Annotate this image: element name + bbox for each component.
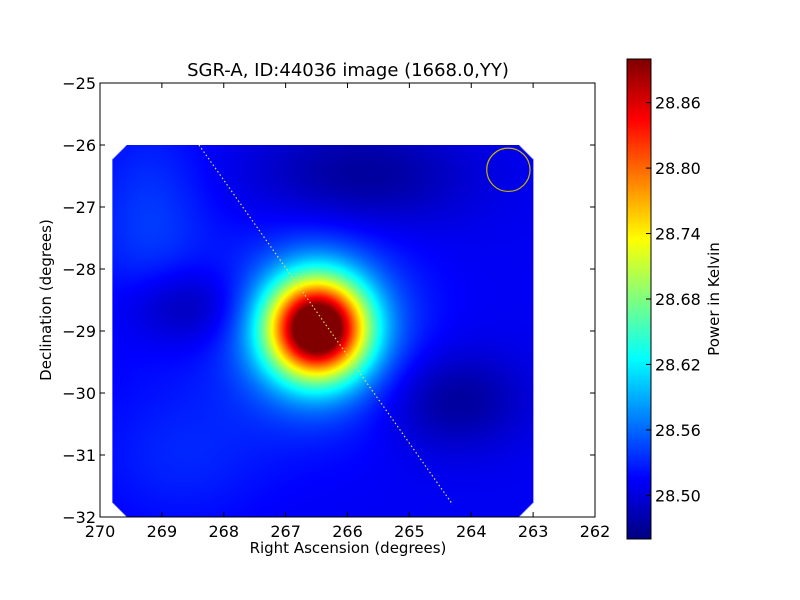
colorbar-tick-label: 28.74 bbox=[655, 225, 701, 244]
y-tick-label: −30 bbox=[62, 384, 96, 403]
colorbar-tick-label: 28.68 bbox=[655, 290, 701, 309]
y-axis-label: Declination (degrees) bbox=[37, 219, 55, 381]
x-tick-label: 262 bbox=[580, 522, 611, 541]
y-tick-label: −27 bbox=[62, 198, 96, 217]
y-tick-label: −25 bbox=[62, 74, 96, 93]
colorbar-tick-label: 28.56 bbox=[655, 421, 701, 440]
colorbar: 28.50 28.56 28.62 28.68 28.74 28.80 28.86 Powe… bbox=[626, 58, 723, 540]
colorbar-tick-label: 28.86 bbox=[655, 94, 701, 113]
colorbar-label: Power in Kelvin bbox=[705, 242, 723, 356]
colorbar-tick-label: 28.62 bbox=[655, 355, 701, 374]
x-tick-label: 265 bbox=[394, 522, 425, 541]
y-tick-label: −28 bbox=[62, 260, 96, 279]
chart-title: SGR-A, ID:44036 image (1668.0,YY) bbox=[187, 60, 509, 81]
x-tick-label: 264 bbox=[456, 522, 487, 541]
x-tick-label: 266 bbox=[332, 522, 363, 541]
y-tick-label: −26 bbox=[62, 136, 96, 155]
plot-area bbox=[99, 82, 596, 518]
y-tick-label: −32 bbox=[62, 508, 96, 527]
x-tick-label: 267 bbox=[270, 522, 301, 541]
colorbar-ticks: 28.50 28.56 28.62 28.68 28.74 28.80 28.86 bbox=[646, 94, 701, 505]
y-tick-label: −29 bbox=[62, 322, 96, 341]
x-axis-label: Right Ascension (degrees) bbox=[250, 539, 447, 557]
heatmap-image bbox=[112, 145, 534, 517]
x-axis: 270 269 268 267 266 265 264 263 262 bbox=[85, 83, 611, 541]
y-axis: −25 −26 −27 −28 −29 −30 −31 −32 bbox=[62, 74, 595, 527]
x-tick-label: 268 bbox=[208, 522, 239, 541]
colorbar-tick-label: 28.50 bbox=[655, 486, 701, 505]
x-tick-label: 270 bbox=[85, 522, 116, 541]
beam-circle bbox=[486, 147, 531, 193]
galactic-plane-line bbox=[198, 144, 454, 505]
x-tick-label: 269 bbox=[147, 522, 178, 541]
colorbar-tick-label: 28.80 bbox=[655, 159, 701, 178]
y-tick-label: −31 bbox=[62, 446, 96, 465]
x-tick-label: 263 bbox=[518, 522, 549, 541]
